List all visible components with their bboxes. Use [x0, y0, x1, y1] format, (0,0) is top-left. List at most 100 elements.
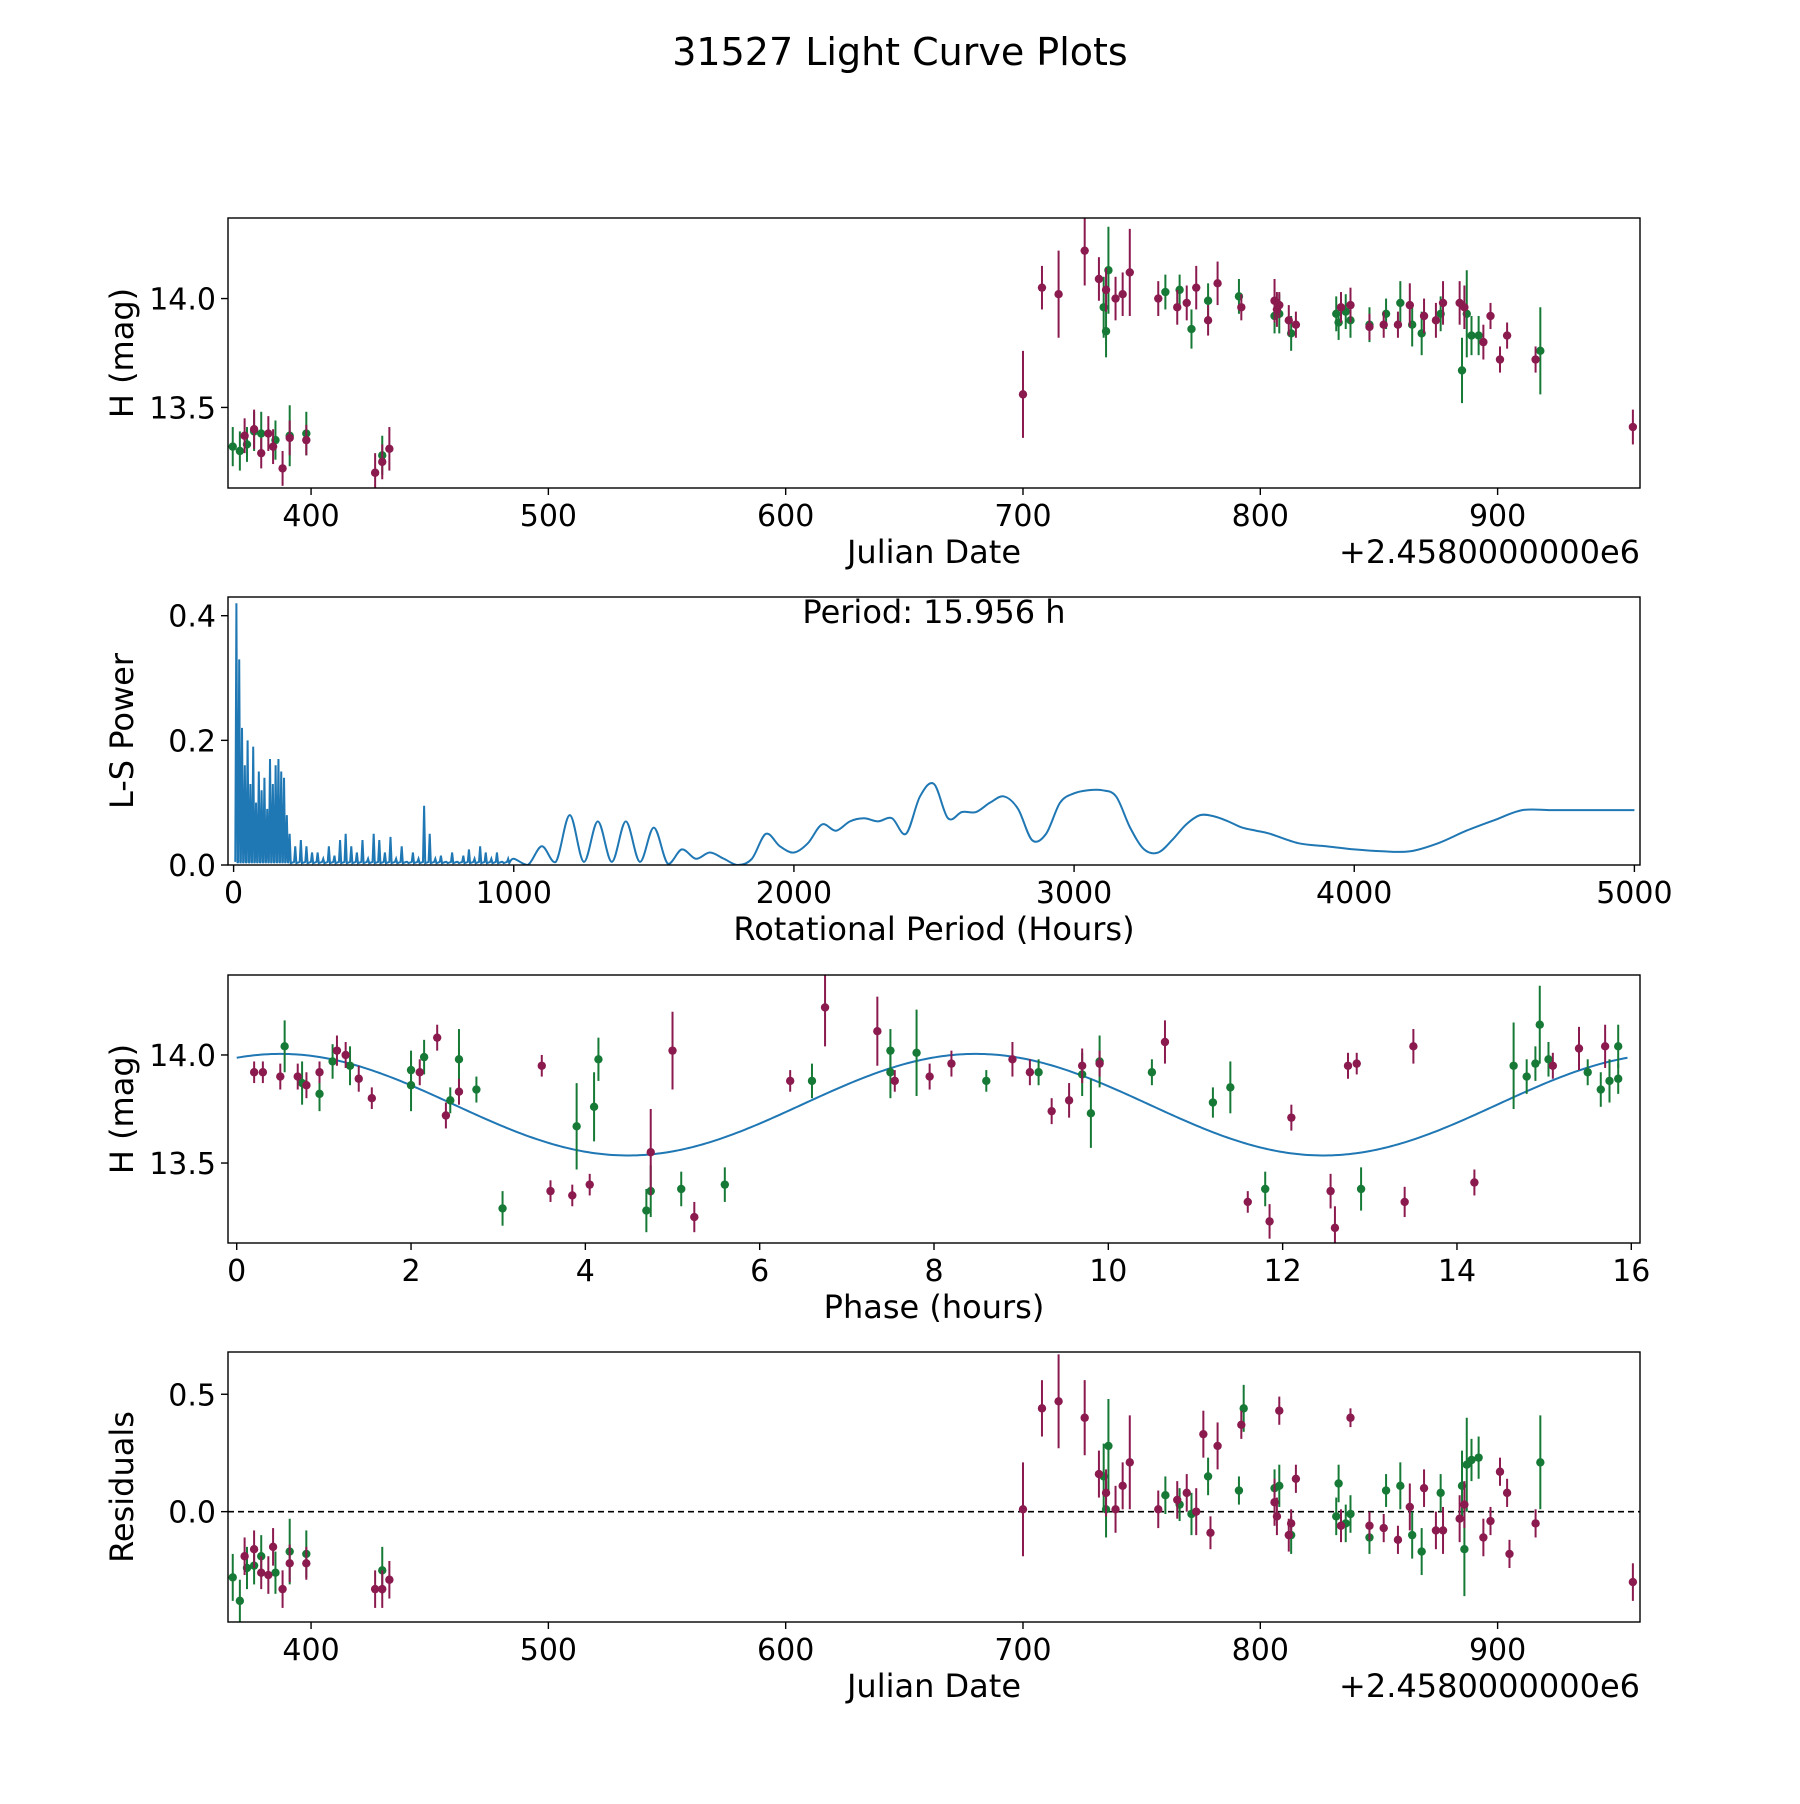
data-point	[1405, 300, 1415, 310]
y-tick-label: 0.0	[168, 849, 216, 884]
data-point	[1291, 320, 1301, 329]
phase-x-axis-label: Phase (hours)	[824, 1288, 1045, 1326]
data-point	[1336, 1521, 1346, 1530]
y-tick-label: 14.0	[149, 283, 216, 318]
data-point	[1187, 324, 1196, 334]
data-point	[249, 1545, 259, 1554]
data-point	[280, 1042, 289, 1051]
phase-plot-area	[236, 975, 1628, 1243]
period-annotation: Period: 15.956 h	[802, 593, 1065, 631]
data-point	[385, 1575, 394, 1584]
data-point	[720, 1180, 730, 1189]
data-point	[1147, 1068, 1157, 1077]
data-point	[1125, 1458, 1134, 1467]
data-point	[415, 1068, 424, 1077]
data-point	[1291, 1474, 1301, 1483]
data-point	[345, 1061, 355, 1070]
x-tick-label: 800	[1232, 499, 1289, 534]
data-point	[690, 1212, 699, 1222]
data-point	[1544, 1055, 1553, 1064]
data-point	[1502, 1488, 1512, 1498]
data-point	[1125, 268, 1134, 277]
data-point	[1531, 355, 1540, 364]
subplot-phase: 0 2 4 6 8 10 12 14 16 13.5 14.0 Phase (hours) H (mag…	[103, 974, 1650, 1326]
data-point	[1393, 320, 1403, 329]
raw-series-r_band	[240, 218, 1638, 488]
data-point	[1431, 316, 1441, 325]
x-tick-label: 600	[757, 1633, 814, 1668]
x-tick-label: 8	[924, 1254, 943, 1289]
raw-plot-area	[228, 218, 1638, 488]
figure-title: 31527 Light Curve Plots	[672, 30, 1128, 74]
x-tick-label: 500	[520, 1633, 577, 1668]
x-tick-label: 12	[1264, 1254, 1302, 1289]
data-point	[1182, 1488, 1191, 1498]
phase-series-g_band	[280, 985, 1623, 1233]
x-tick-label: 600	[757, 499, 814, 534]
data-point	[1495, 355, 1505, 364]
data-point	[1173, 1495, 1182, 1505]
data-point	[1284, 316, 1293, 325]
data-point	[1509, 1061, 1518, 1070]
data-point	[1486, 1516, 1495, 1526]
data-point	[1239, 1404, 1248, 1413]
y-tick-label: 0.2	[168, 724, 216, 759]
periodogram-y-axis-label: L-S Power	[103, 652, 141, 809]
data-point	[1086, 1109, 1096, 1118]
residuals-series-r_band	[240, 1354, 1638, 1608]
data-point	[1018, 390, 1028, 399]
data-point	[1505, 1549, 1514, 1559]
data-point	[228, 442, 237, 451]
data-point	[1536, 346, 1545, 356]
y-tick-label: 0.5	[168, 1378, 216, 1413]
x-tick-label: 2000	[756, 876, 832, 911]
data-point	[1275, 1406, 1284, 1415]
data-point	[1536, 1458, 1545, 1467]
data-point	[1234, 1486, 1244, 1495]
data-point	[370, 468, 380, 477]
data-point	[1199, 1429, 1208, 1439]
residuals-series-g_band	[228, 1384, 1545, 1622]
data-point	[268, 442, 278, 451]
data-point	[1474, 331, 1483, 340]
data-point	[271, 1568, 280, 1577]
data-point	[1334, 1479, 1343, 1488]
data-point	[1161, 287, 1170, 297]
x-tick-label: 4	[576, 1254, 595, 1289]
data-point	[1467, 1455, 1476, 1465]
data-point	[982, 1076, 991, 1086]
data-point	[1438, 1526, 1448, 1535]
data-point	[1213, 1441, 1222, 1451]
data-point	[1486, 311, 1495, 321]
data-point	[642, 1206, 651, 1215]
data-point	[1118, 290, 1127, 299]
data-point	[1226, 1083, 1235, 1092]
subplot-residuals: 400 500 600 700 800 900 0.0 0.5 Julian Date +2.45…	[103, 1351, 1641, 1705]
data-point	[568, 1191, 577, 1200]
data-point	[406, 1081, 416, 1090]
data-point	[1502, 331, 1512, 340]
data-point	[1054, 290, 1063, 299]
data-point	[1173, 303, 1182, 312]
data-point	[1438, 298, 1448, 308]
data-point	[258, 1068, 268, 1077]
data-point	[228, 1573, 237, 1582]
data-point	[1213, 279, 1222, 288]
x-tick-label: 2	[401, 1254, 420, 1289]
data-point	[1203, 316, 1213, 325]
data-point	[677, 1184, 686, 1194]
data-point	[1522, 1072, 1531, 1081]
data-point	[1346, 300, 1355, 310]
data-point	[820, 1003, 830, 1012]
data-point	[332, 1046, 342, 1055]
raw-offset-label: +2.4580000000e6	[1339, 533, 1640, 571]
x-tick-label: 10	[1089, 1254, 1127, 1289]
data-point	[278, 1584, 287, 1594]
data-point	[1287, 1113, 1296, 1122]
subplot-periodogram: Period: 15.956 h 0 1000 2000 3000 4000 5000 0.0…	[103, 593, 1673, 948]
data-point	[1261, 1184, 1270, 1194]
data-point	[1275, 1481, 1284, 1491]
data-point	[315, 1089, 324, 1099]
data-point	[1336, 303, 1346, 312]
